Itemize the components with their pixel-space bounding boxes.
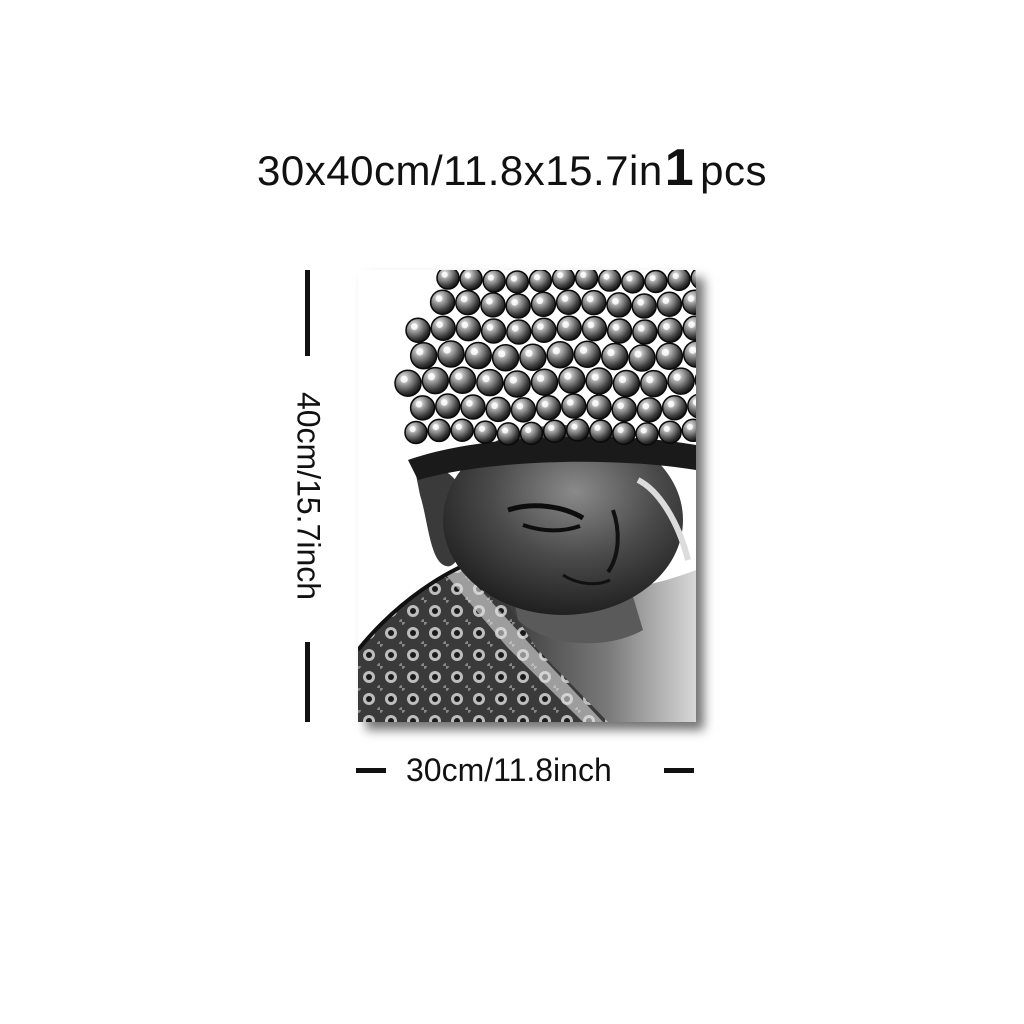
quantity-unit: pcs [700, 147, 767, 194]
canvas-print [358, 270, 696, 722]
height-label: 40cm/15.7inch [290, 391, 327, 601]
height-indicator-bottom-bar [305, 642, 310, 722]
width-label: 30cm/11.8inch [406, 752, 612, 788]
height-indicator-top-bar [305, 270, 310, 356]
buddha-statue-image [358, 270, 696, 722]
width-indicator-right-bar [664, 768, 694, 773]
quantity-number: 1 [664, 139, 695, 197]
product-size-title: 30x40cm/11.8x15.7in1 pcs [0, 138, 1024, 198]
size-text: 30x40cm/11.8x15.7in [257, 147, 663, 194]
width-indicator-left-bar [356, 768, 386, 773]
